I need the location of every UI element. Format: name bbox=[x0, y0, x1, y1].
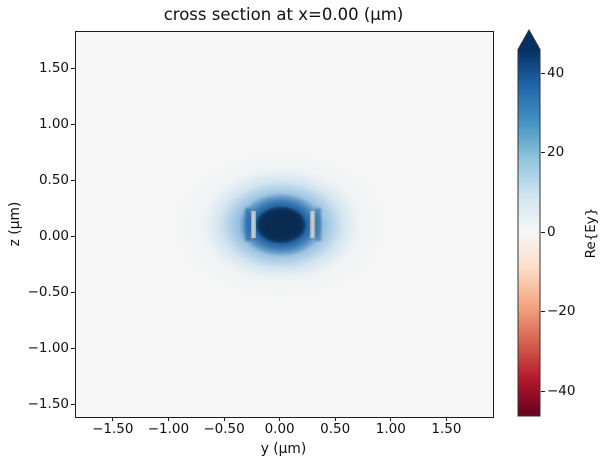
y-tick-mark bbox=[71, 179, 75, 181]
x-tick-mark bbox=[445, 417, 447, 421]
heatmap-canvas bbox=[76, 32, 493, 417]
y-tick-mark bbox=[71, 235, 75, 237]
y-tick-label: −0.50 bbox=[27, 284, 69, 301]
colorbar-label: Re{Ey} bbox=[583, 207, 599, 259]
x-tick-mark bbox=[390, 417, 392, 421]
colorbar-tick-mark bbox=[541, 73, 545, 75]
field-sidewall-fringe-left bbox=[245, 208, 251, 241]
plot-title: cross section at x=0.00 (μm) bbox=[163, 5, 404, 24]
y-tick-label: −1.50 bbox=[27, 396, 69, 413]
field-sidewall-fringe-right bbox=[315, 208, 321, 241]
colorbar-tick-mark bbox=[541, 390, 545, 392]
x-tick-label: −1.50 bbox=[92, 421, 134, 437]
y-tick-mark bbox=[71, 404, 75, 406]
plot-area bbox=[75, 31, 494, 418]
x-tick-mark bbox=[112, 417, 114, 421]
colorbar bbox=[517, 29, 541, 417]
y-tick-mark bbox=[71, 292, 75, 294]
y-tick-mark bbox=[71, 67, 75, 69]
y-tick-label: 0.00 bbox=[38, 227, 69, 244]
x-axis-label: y (μm) bbox=[260, 441, 307, 457]
x-tick-label: 1.50 bbox=[431, 421, 462, 437]
colorbar-tick-mark bbox=[541, 311, 545, 313]
waveguide-sidewall-right bbox=[310, 211, 315, 238]
colorbar-tick-label: 20 bbox=[547, 144, 565, 161]
x-tick-label: −1.00 bbox=[147, 421, 190, 437]
y-tick-label: 1.50 bbox=[38, 59, 69, 76]
y-tick-mark bbox=[71, 123, 75, 125]
x-tick-label: −0.50 bbox=[203, 421, 245, 437]
colorbar-tick-mark bbox=[541, 231, 545, 233]
x-tick-mark bbox=[334, 417, 336, 421]
colorbar-tick-mark bbox=[541, 152, 545, 154]
field-core-lobe bbox=[255, 206, 307, 244]
colorbar-tick-label: −20 bbox=[547, 303, 576, 320]
colorbar-tick-label: −40 bbox=[547, 382, 576, 399]
y-tick-mark bbox=[71, 348, 75, 350]
x-tick-label: 0.50 bbox=[320, 421, 351, 437]
colorbar-tick-label: 40 bbox=[547, 65, 565, 82]
colorbar-tick-label: 0 bbox=[547, 223, 556, 240]
x-tick-mark bbox=[223, 417, 225, 421]
y-tick-label: −1.00 bbox=[27, 340, 69, 357]
y-tick-label: 1.00 bbox=[38, 115, 69, 132]
x-tick-label: 0.00 bbox=[264, 421, 295, 437]
x-tick-mark bbox=[279, 417, 281, 421]
waveguide-sidewall-left bbox=[251, 211, 256, 238]
y-tick-label: 0.50 bbox=[38, 171, 69, 188]
y-axis-label: z (μm) bbox=[7, 201, 23, 247]
x-tick-label: 1.00 bbox=[375, 421, 406, 437]
x-tick-mark bbox=[167, 417, 169, 421]
colorbar-extend-arrow-and-bar bbox=[517, 29, 541, 417]
